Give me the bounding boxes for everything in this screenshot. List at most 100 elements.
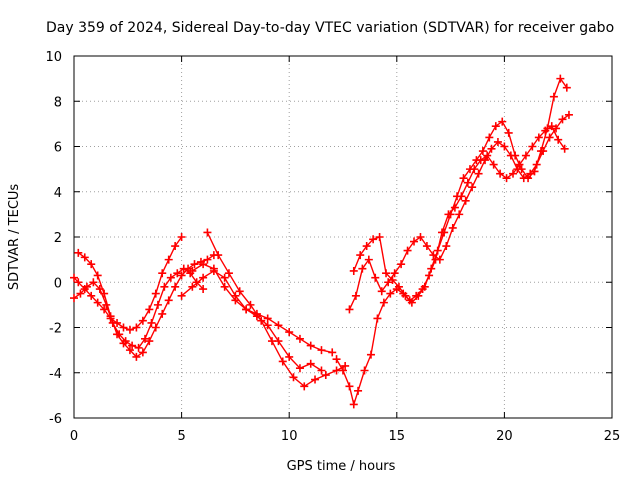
data-point xyxy=(487,144,496,153)
data-point xyxy=(173,269,182,278)
data-point xyxy=(93,271,102,280)
data-point xyxy=(121,337,130,346)
x-tick-label: 20 xyxy=(496,429,513,444)
data-point xyxy=(511,151,520,160)
data-point xyxy=(246,300,255,309)
data-point xyxy=(158,309,167,318)
data-point xyxy=(328,348,337,357)
data-point xyxy=(509,169,518,178)
data-point xyxy=(524,174,533,183)
data-point xyxy=(100,305,109,314)
data-point xyxy=(93,298,102,307)
data-point xyxy=(536,147,545,156)
data-point xyxy=(235,287,244,296)
data-point xyxy=(558,115,567,124)
data-point xyxy=(295,334,304,343)
data-point xyxy=(132,352,141,361)
data-point xyxy=(209,266,218,275)
data-point xyxy=(459,174,468,183)
data-point xyxy=(351,291,360,300)
series-line xyxy=(181,270,322,372)
data-point xyxy=(153,300,162,309)
data-point xyxy=(177,271,186,280)
x-tick-label: 0 xyxy=(70,429,78,444)
data-point xyxy=(231,291,240,300)
data-point xyxy=(521,151,530,160)
data-point xyxy=(397,260,406,269)
series-line xyxy=(353,77,568,304)
data-point xyxy=(177,233,186,241)
data-point xyxy=(489,160,498,169)
series-line xyxy=(192,263,333,354)
data-point xyxy=(463,178,472,187)
data-point xyxy=(164,255,173,264)
data-point xyxy=(274,321,283,330)
data-point xyxy=(481,156,490,165)
data-point xyxy=(564,110,573,119)
data-point xyxy=(188,282,197,291)
data-point xyxy=(70,294,78,303)
y-tick-label: 2 xyxy=(54,231,62,246)
series-line xyxy=(77,252,215,358)
data-point xyxy=(427,264,436,273)
data-point xyxy=(80,253,89,262)
data-point xyxy=(362,242,371,251)
data-point xyxy=(498,117,507,126)
data-point xyxy=(220,282,229,291)
data-point xyxy=(278,357,287,366)
data-point xyxy=(403,246,412,255)
data-point xyxy=(203,228,212,237)
data-point xyxy=(147,318,156,327)
data-point xyxy=(160,282,169,291)
data-point xyxy=(433,246,442,255)
y-tick-label: -6 xyxy=(49,412,62,427)
data-point xyxy=(138,316,147,325)
data-point xyxy=(349,400,358,409)
series-track-3 xyxy=(70,264,208,352)
data-point xyxy=(87,291,96,300)
data-point xyxy=(493,137,502,146)
data-point xyxy=(145,337,154,346)
x-tick-label: 10 xyxy=(281,429,298,444)
data-point xyxy=(356,251,365,260)
data-point xyxy=(108,318,117,327)
data-point xyxy=(435,255,444,264)
data-point xyxy=(70,273,78,282)
data-point xyxy=(306,359,315,368)
data-point xyxy=(95,285,104,294)
data-point xyxy=(453,192,462,201)
data-point xyxy=(491,122,500,131)
data-point xyxy=(125,346,134,355)
data-point xyxy=(394,282,403,291)
data-point xyxy=(345,382,354,391)
data-point xyxy=(530,167,539,176)
data-point xyxy=(545,133,554,142)
data-point xyxy=(547,122,556,131)
x-axis-label: GPS time / hours xyxy=(287,459,396,474)
y-tick-label: 6 xyxy=(54,141,62,156)
data-point xyxy=(478,147,487,156)
axis-ticks: 0 5 10 15 20 25 -6 -4 -2 0 2 4 6 8 10 xyxy=(45,50,620,444)
data-point xyxy=(455,210,464,219)
data-point xyxy=(543,124,552,133)
data-point xyxy=(461,196,470,205)
data-point xyxy=(188,266,197,275)
data-point xyxy=(496,169,505,178)
data-point xyxy=(420,282,429,291)
data-point xyxy=(141,334,150,343)
data-point xyxy=(306,341,315,350)
data-point xyxy=(410,237,419,246)
data-point xyxy=(164,296,173,305)
data-point xyxy=(289,373,298,382)
data-point xyxy=(358,264,367,273)
data-point xyxy=(401,291,410,300)
data-point xyxy=(214,251,223,260)
chart-title: Day 359 of 2024, Sidereal Day-to-day VTE… xyxy=(46,20,614,36)
series-line xyxy=(206,232,346,388)
data-point xyxy=(257,316,266,325)
data-point xyxy=(115,330,124,339)
data-point xyxy=(151,323,160,332)
data-point xyxy=(364,255,373,264)
data-point xyxy=(179,264,188,273)
